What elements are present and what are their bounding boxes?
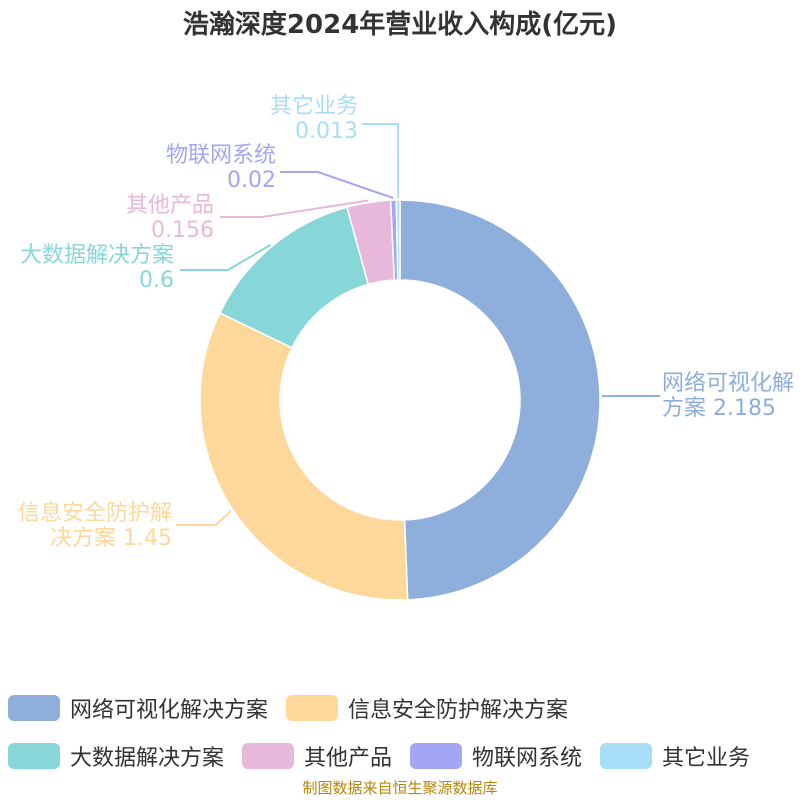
leader-line: [180, 243, 272, 271]
legend-item[interactable]: 网络可视化解决方案: [8, 692, 268, 724]
legend-row: 网络可视化解决方案 信息安全防护解决方案: [8, 692, 800, 724]
legend-swatch: [410, 743, 463, 769]
legend-item[interactable]: 物联网系统: [410, 740, 582, 772]
data-label: 物联网系统 0.02: [166, 143, 276, 193]
legend-swatch: [8, 695, 60, 721]
legend-swatch: [242, 743, 295, 769]
legend-label: 信息安全防护解决方案: [348, 698, 569, 723]
legend-label: 大数据解决方案: [70, 746, 225, 771]
data-label: 大数据解决方案 0.6: [20, 243, 174, 293]
leader-line: [280, 171, 394, 200]
legend-swatch: [600, 743, 653, 769]
donut-slice[interactable]: [399, 199, 601, 601]
leader-line: [220, 199, 369, 218]
legend-swatch: [8, 743, 60, 769]
legend-item[interactable]: 其它业务: [600, 740, 750, 772]
legend-item[interactable]: 其他产品: [242, 740, 392, 772]
legend-label: 网络可视化解决方案: [70, 698, 269, 723]
data-label: 其他产品 0.156: [126, 193, 214, 243]
source-note: 制图数据来自恒生聚源数据库: [302, 779, 498, 797]
donut-slice[interactable]: [199, 311, 409, 601]
data-label: 信息安全防护解决方案 1.45: [18, 501, 172, 551]
data-label: 其它业务 0.013: [270, 94, 358, 144]
legend-label: 物联网系统: [472, 746, 583, 771]
legend-item[interactable]: 信息安全防护解决方案: [286, 692, 568, 724]
chart-title: 浩瀚深度2024年营业收入构成(亿元): [182, 10, 618, 40]
data-label: 网络可视化解方案 2.185: [662, 371, 794, 421]
legend-item[interactable]: 大数据解决方案: [8, 740, 224, 772]
donut-slice[interactable]: [395, 199, 401, 281]
legend-row: 大数据解决方案 其他产品 物联网系统 其它业务: [8, 740, 800, 772]
legend-label: 其它业务: [662, 746, 751, 771]
legend-swatch: [286, 695, 339, 721]
leader-line: [176, 509, 232, 526]
legend-label: 其他产品: [304, 746, 393, 771]
leader-line: [362, 123, 400, 199]
